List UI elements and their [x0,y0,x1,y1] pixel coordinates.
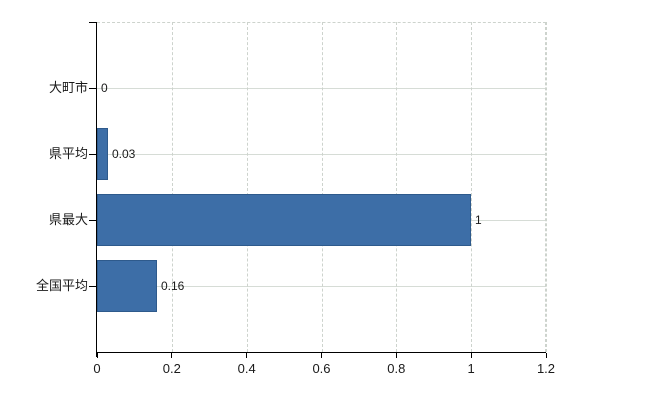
x-tick-label-0.2: 0.2 [162,361,181,376]
category-label-大町市: 大町市 [48,80,88,95]
x-tick-label-0.4: 0.4 [237,361,256,376]
x-tick-mark [545,353,547,358]
x-tick-mark [395,353,397,358]
y-axis-top-tick [89,22,97,23]
category-label-県平均: 県平均 [48,146,88,161]
bar-県最大 [97,194,471,246]
x-axis-line [96,352,546,353]
vertical-gridline [171,22,173,352]
x-tick-label-1.2: 1.2 [536,361,556,376]
x-tick-label-1: 1 [467,361,475,376]
x-tick-label-0: 0 [93,361,101,376]
value-label-全国平均: 0.16 [161,279,185,293]
category-label-全国平均: 全国平均 [35,278,88,293]
y-axis-line [96,22,97,357]
x-tick-mark [96,353,98,358]
vertical-gridline [396,22,398,352]
vertical-gridline [471,22,473,352]
plot-area-right-border [545,22,546,352]
y-tick-mark [89,87,97,89]
x-tick-label-0.8: 0.8 [387,361,406,376]
x-tick-label-0.6: 0.6 [312,361,331,376]
x-tick-mark [470,353,472,358]
value-label-県平均: 0.03 [112,147,136,161]
x-tick-mark [321,353,322,358]
vertical-gridline [321,22,323,352]
y-tick-mark [89,153,97,155]
vertical-gridline [546,22,547,352]
bar-県平均 [97,128,108,180]
x-tick-mark [246,353,248,358]
value-label-大町市: 0 [101,81,108,95]
value-label-県最大: 1 [475,213,482,227]
vertical-gridline [246,22,248,352]
y-tick-mark [89,285,97,287]
x-tick-mark [171,353,173,358]
bar-全国平均 [97,260,157,312]
y-tick-mark [89,219,97,221]
plot-area-top-border [97,22,546,23]
category-label-県最大: 県最大 [48,212,88,227]
